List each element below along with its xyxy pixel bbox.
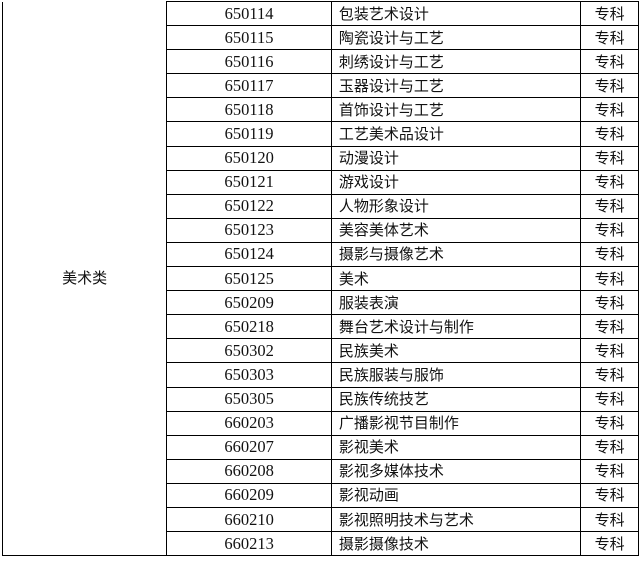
level-cell: 专科 [580,458,639,484]
level-cell: 专科 [580,49,639,75]
level-cell: 专科 [580,121,639,147]
table-row: 650305 民族传统技艺 专科 [3,386,639,412]
major-code-cell: 660208 [166,458,332,484]
major-name-cell: 影视美术 [330,434,582,460]
level-cell: 专科 [580,241,639,268]
level-cell: 专科 [580,290,639,316]
major-code-cell: 650119 [166,121,332,147]
table-row: 650119 工艺美术品设计 专科 [3,121,639,147]
major-name-cell: 摄影摄像技术 [330,531,582,557]
table-row: 650121 游戏设计 专科 [3,169,639,195]
level-cell: 专科 [580,0,639,27]
major-code-cell: 650121 [166,169,332,195]
majors-table: 美术类 650114 包装艺术设计 专科 650115 陶瓷设计与工艺 专科 650116 刺绣… [1,0,639,557]
major-name-cell: 包装艺术设计 [330,0,582,27]
level-cell: 专科 [580,169,639,195]
major-name-cell: 美容美体艺术 [330,217,582,243]
major-code-cell: 660213 [166,531,332,557]
major-code-cell: 650116 [166,49,332,75]
major-code-cell: 650125 [166,266,332,292]
table-row: 650117 玉器设计与工艺 专科 [3,73,639,99]
table-row: 650120 动漫设计 专科 [3,145,639,171]
table-body: 美术类 650114 包装艺术设计 专科 650115 陶瓷设计与工艺 专科 650116 刺绣… [1,0,639,557]
table-row: 650124 摄影与摄像艺术 专科 [3,241,639,268]
level-cell: 专科 [580,338,639,364]
major-name-cell: 广播影视节目制作 [330,410,582,436]
table-row: 650125 美术 专科 [3,266,639,292]
level-cell: 专科 [580,73,639,99]
major-code-cell: 650209 [166,290,332,316]
major-name-cell: 首饰设计与工艺 [330,97,582,123]
major-name-cell: 民族美术 [330,338,582,364]
table-row: 650118 首饰设计与工艺 专科 [3,97,639,123]
major-name-cell: 美术 [330,266,582,292]
major-name-cell: 摄影与摄像艺术 [330,241,582,268]
major-name-cell: 刺绣设计与工艺 [330,49,582,75]
level-cell: 专科 [580,193,639,219]
level-cell: 专科 [580,217,639,243]
level-cell: 专科 [580,434,639,460]
major-code-cell: 650118 [166,97,332,123]
major-name-cell: 工艺美术品设计 [330,121,582,147]
table-row: 美术类 650114 包装艺术设计 专科 [1,0,639,557]
category-cell: 美术类 [1,1,168,557]
level-cell: 专科 [580,266,639,292]
major-name-cell: 玉器设计与工艺 [330,73,582,99]
level-cell: 专科 [580,386,639,412]
level-cell: 专科 [580,362,639,388]
major-code-cell: 650122 [166,193,332,219]
major-name-cell: 民族传统技艺 [330,386,582,412]
level-cell: 专科 [580,97,639,123]
major-code-cell: 650114 [166,0,332,27]
major-name-cell: 民族服装与服饰 [330,362,582,388]
table-row: 650115 陶瓷设计与工艺 专科 [3,25,639,51]
major-code-cell: 650115 [166,25,332,51]
major-code-cell: 650123 [166,217,332,243]
level-cell: 专科 [580,145,639,171]
level-cell: 专科 [580,25,639,51]
major-code-cell: 660209 [166,482,332,508]
major-code-cell: 660210 [166,506,332,533]
major-code-cell: 660203 [166,410,332,436]
table-row: 650123 美容美体艺术 专科 [3,217,639,243]
major-code-cell: 650305 [166,386,332,412]
level-cell: 专科 [580,410,639,436]
major-code-cell: 660207 [166,434,332,460]
major-code-cell: 650120 [166,145,332,171]
major-name-cell: 影视照明技术与艺术 [330,506,582,533]
major-name-cell: 陶瓷设计与工艺 [330,25,582,51]
major-name-cell: 游戏设计 [330,169,582,195]
major-name-cell: 动漫设计 [330,145,582,171]
major-name-cell: 影视多媒体技术 [330,458,582,484]
major-code-cell: 650302 [166,338,332,364]
major-code-cell: 650124 [166,241,332,268]
level-cell: 专科 [580,506,639,533]
table-row: 650116 刺绣设计与工艺 专科 [3,49,639,75]
major-name-cell: 人物形象设计 [330,193,582,219]
level-cell: 专科 [580,531,639,557]
level-cell: 专科 [580,482,639,508]
major-code-cell: 650303 [166,362,332,388]
table-row: 650122 人物形象设计 专科 [3,193,639,219]
major-code-cell: 650218 [166,314,332,340]
major-name-cell: 服装表演 [330,290,582,316]
table-row: 650303 民族服装与服饰 专科 [3,362,639,388]
table-row: 660208 影视多媒体技术 专科 [3,458,639,484]
level-cell: 专科 [580,314,639,340]
major-name-cell: 影视动画 [330,482,582,508]
major-name-cell: 舞台艺术设计与制作 [330,314,582,340]
table-row: 660213 摄影摄像技术 专科 [3,531,639,557]
major-code-cell: 650117 [166,73,332,99]
